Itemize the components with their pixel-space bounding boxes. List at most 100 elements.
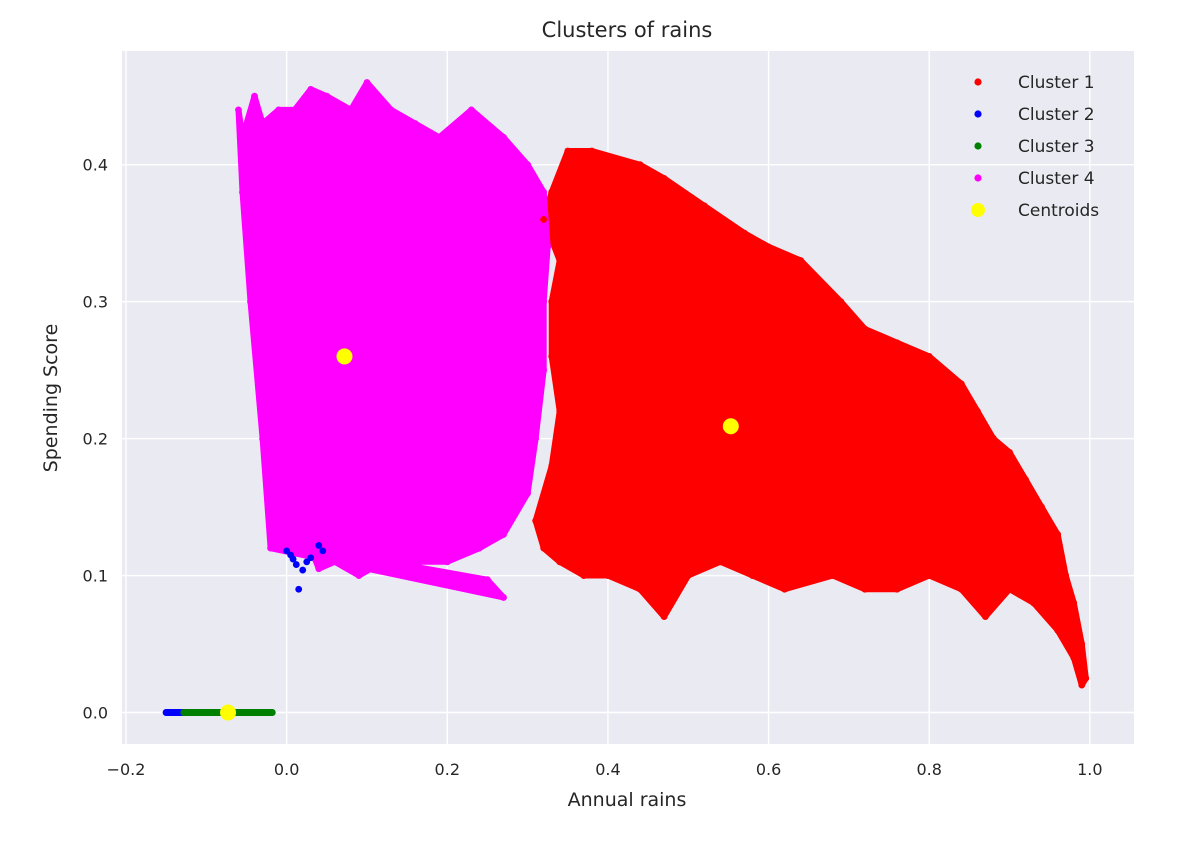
cluster-4-point [363,79,371,86]
cluster-2-point [299,566,307,574]
cluster-1-point [1022,476,1029,484]
cluster-1-point [1030,599,1038,607]
legend-label: Cluster 2 [1018,105,1095,125]
cluster-4-point [435,133,443,141]
x-tick-label: 0.4 [595,760,620,779]
cluster-1-point [556,407,564,415]
cluster-4-point [259,120,266,127]
cluster-1-point [829,572,837,579]
cluster-1-point [1054,626,1062,634]
cluster-4-point [275,106,283,114]
cluster-4-point [239,133,246,141]
y-tick-label: 0.2 [83,430,108,449]
cluster-4-point [347,106,355,114]
cluster-4-point [500,133,507,141]
cluster-4-point [239,188,246,196]
cluster-1-point [564,147,572,155]
cluster-4-point [307,85,315,93]
cluster-4-point [544,243,552,251]
cluster-1-point [765,243,772,251]
cluster-1-point [990,435,997,442]
cluster-1-point [1006,448,1013,456]
cluster-1-point [716,558,724,566]
data-points [162,79,1090,721]
cluster-4-point [379,558,387,566]
cluster-1-point [588,147,596,155]
cluster-1-point [660,174,668,182]
cluster-2-point [315,542,323,549]
cluster-1-point [1082,674,1090,682]
cluster-1-point [893,585,901,593]
cluster-1-point [893,339,901,347]
cluster-1-point [973,407,981,415]
cluster-4-point [500,594,507,601]
cluster-1-point [580,572,588,579]
cluster-4-point [315,565,323,573]
legend-label: Centroids [1018,201,1099,221]
cluster-1-point [1054,531,1062,538]
cluster-1-point [837,298,845,306]
centroid-point [722,418,739,435]
y-tick-label: 0.4 [83,156,108,175]
centroid-point [220,704,237,721]
x-tick-label: 0.2 [435,760,460,779]
cluster-2-point [289,555,297,563]
y-tick-label: 0.3 [83,293,108,312]
cluster-1-point [604,572,612,579]
cluster-1-point [548,353,556,360]
cluster-4-point [267,544,274,552]
cluster-1-point [556,558,564,566]
cluster-1-point [548,188,556,196]
cluster-4-point [307,544,315,552]
cluster-1-point [700,202,708,210]
legend-label: Cluster 4 [1018,169,1095,189]
x-tick-label: 0.8 [916,760,941,779]
y-tick-label: 0.0 [83,704,108,723]
cluster-1-point [957,585,965,593]
legend-marker [974,142,982,150]
legend: Cluster 1 Cluster 2 Cluster 3 Cluster 4 Cent… [971,73,1099,221]
legend-label: Cluster 1 [1018,73,1095,93]
cluster-1-point [861,325,869,333]
cluster-4-point [524,489,532,497]
cluster-4-point [331,558,339,566]
cluster-1-point [1062,572,1070,579]
x-tick-label: 1.0 [1077,760,1102,779]
cluster-4-point [387,106,395,114]
cluster-1-point [636,161,644,169]
cluster-4-point [524,161,532,169]
cluster-4-point [540,298,548,306]
cluster-4-point [247,298,254,306]
cluster-4-region [235,79,551,601]
cluster-4-point [484,576,491,584]
cluster-4-point [532,435,540,442]
cluster-4-point [251,92,258,100]
legend-marker [974,78,982,86]
cluster-1-point [1078,640,1086,648]
cluster-4-point [235,106,242,114]
cluster-1-point [925,572,933,579]
cluster-4-point [443,558,451,566]
cluster-1-point [636,585,644,593]
y-axis-label: Spending Score [40,324,62,473]
legend-marker [974,110,982,118]
y-tick-label: 0.1 [83,567,108,586]
legend-marker [971,203,985,217]
legend-label: Cluster 3 [1018,137,1095,157]
cluster-1-point [1038,503,1046,511]
x-axis-label: Annual rains [568,789,687,811]
chart-title: Clusters of rains [542,18,713,42]
cluster-1-point [741,229,748,237]
centroid-point [336,348,353,365]
cluster-1-point [925,353,933,360]
cluster-1-point [556,257,564,264]
cluster-1-point [1070,599,1078,607]
cluster-4-point [540,188,548,196]
cluster-1-point [532,517,540,525]
cluster-4-point [259,435,266,442]
x-tick-label: −0.2 [107,760,146,779]
cluster-4-point [476,544,483,552]
cluster-1-point [548,462,556,470]
cluster-1-point [540,216,548,223]
